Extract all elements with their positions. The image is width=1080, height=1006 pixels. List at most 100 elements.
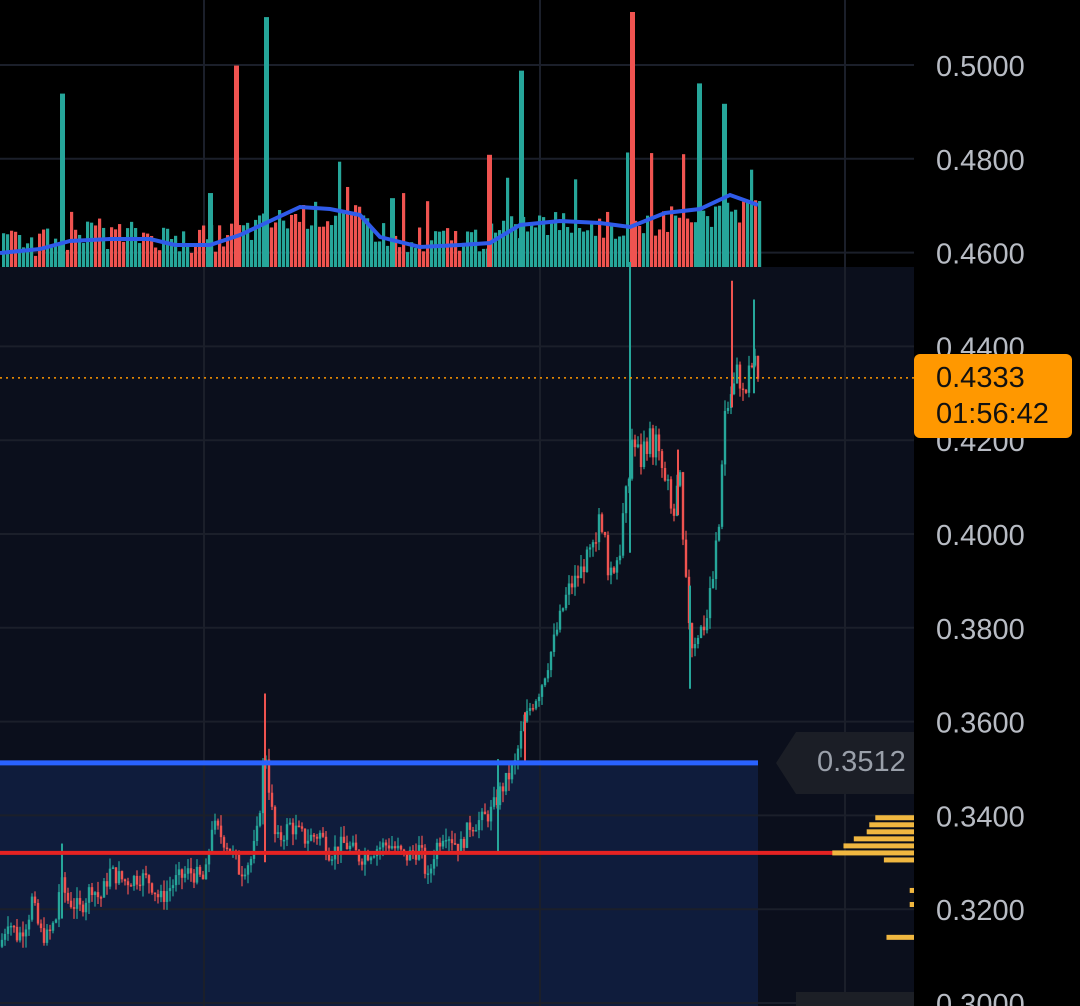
candle-body [330, 859, 334, 861]
volume-bar [706, 216, 710, 267]
volume-bar [78, 234, 82, 267]
volume-bar-tall [208, 193, 213, 267]
volume-profile-bar [909, 887, 914, 893]
candle-body [90, 887, 94, 895]
candle-body [621, 513, 625, 556]
volume-bar [566, 227, 570, 267]
candle-body [81, 904, 85, 913]
candle-body [78, 898, 82, 905]
volume-bar [510, 216, 514, 267]
volume-profile-bar [853, 836, 914, 842]
candle-body [423, 847, 427, 874]
candle-body [543, 678, 547, 686]
volume-bar [34, 255, 38, 267]
volume-profile-bar [832, 850, 914, 856]
volume-bar [690, 222, 694, 267]
volume-bar [166, 228, 170, 267]
y-tick-label-6: 0.3800 [936, 614, 1025, 646]
candle-body [144, 873, 148, 876]
volume-profile-bar [909, 902, 914, 908]
volume-bar [114, 229, 118, 267]
volume-bar [414, 247, 418, 267]
candle-body [534, 701, 538, 709]
candle-body [531, 708, 535, 710]
y-tick-label-2: 0.4600 [936, 239, 1025, 271]
candle-body [138, 884, 142, 887]
candle-body [756, 355, 760, 379]
volume-bar [142, 232, 146, 267]
candle-body [108, 868, 112, 887]
y-tick-label-9: 0.3200 [936, 895, 1025, 927]
candle-body [684, 539, 688, 577]
candle-body [429, 868, 433, 874]
volume-bar [10, 230, 14, 267]
candle-body [393, 846, 397, 849]
volume-profile-bar [843, 843, 914, 849]
candle-body [27, 919, 31, 930]
candle-body [216, 820, 220, 826]
candle-body [408, 850, 412, 861]
candle-body [570, 583, 574, 588]
candle-body [69, 900, 73, 908]
candle-body [294, 825, 298, 835]
candle-body [390, 846, 394, 849]
candle-body [351, 842, 355, 846]
candle-body [39, 923, 43, 929]
candle-body [315, 836, 319, 839]
volume-bar [434, 231, 438, 267]
volume-bar [694, 222, 698, 267]
volume-bar [718, 205, 722, 267]
candle-body [93, 892, 97, 895]
candle-body [504, 772, 508, 792]
candle-body [717, 526, 721, 541]
volume-bar [466, 231, 470, 267]
volume-bar [74, 229, 78, 267]
volume-bar [98, 218, 102, 267]
volume-bar [526, 231, 530, 267]
volume-bar [538, 215, 542, 267]
alert-price-label[interactable]: 0.3512 [776, 732, 914, 794]
volume-bar [362, 215, 366, 267]
candle-body [486, 814, 490, 822]
candle-body [327, 854, 331, 861]
candle-body [474, 830, 478, 832]
candle-body [711, 579, 715, 588]
scroll-tab-bottom[interactable] [796, 992, 914, 1006]
volume-bar-tall [630, 12, 635, 267]
volume-bar [638, 225, 642, 267]
candle-body [669, 479, 673, 509]
candle-body [744, 389, 748, 393]
candle-body [726, 408, 730, 411]
volume-bar [570, 232, 574, 267]
volume-bar [650, 153, 654, 267]
volume-bar [646, 215, 650, 267]
candle-body [312, 834, 316, 837]
volume-bar [22, 247, 26, 267]
candle-body [720, 464, 724, 527]
volume-bar [454, 231, 458, 267]
candle-body [636, 444, 640, 448]
volume-bar [494, 232, 498, 267]
candle-body [342, 836, 346, 843]
volume-bar [150, 235, 154, 267]
candle-body [558, 610, 562, 630]
volume-bar [470, 232, 474, 267]
volume-moving-average-line [0, 192, 759, 255]
volume-bar [346, 186, 350, 267]
volume-bar [302, 205, 306, 267]
candle-body [9, 925, 13, 928]
candle-body [96, 892, 100, 898]
volume-bar [426, 201, 430, 267]
volume-bar [658, 229, 662, 267]
candle-body [405, 851, 409, 861]
price-axis[interactable]: 0.50000.48000.46000.44000.42000.40000.38… [936, 51, 1025, 1006]
y-tick-label-10: 0.3000 [936, 989, 1025, 1006]
volume-profile-bar [866, 829, 914, 835]
candle-body [696, 637, 700, 645]
candle-body [651, 428, 655, 458]
volume-bar [86, 221, 90, 267]
volume-bar [258, 215, 262, 267]
candle-body [174, 875, 178, 886]
last-price-tag[interactable]: 0.4333 01:56:42 [914, 354, 1072, 438]
